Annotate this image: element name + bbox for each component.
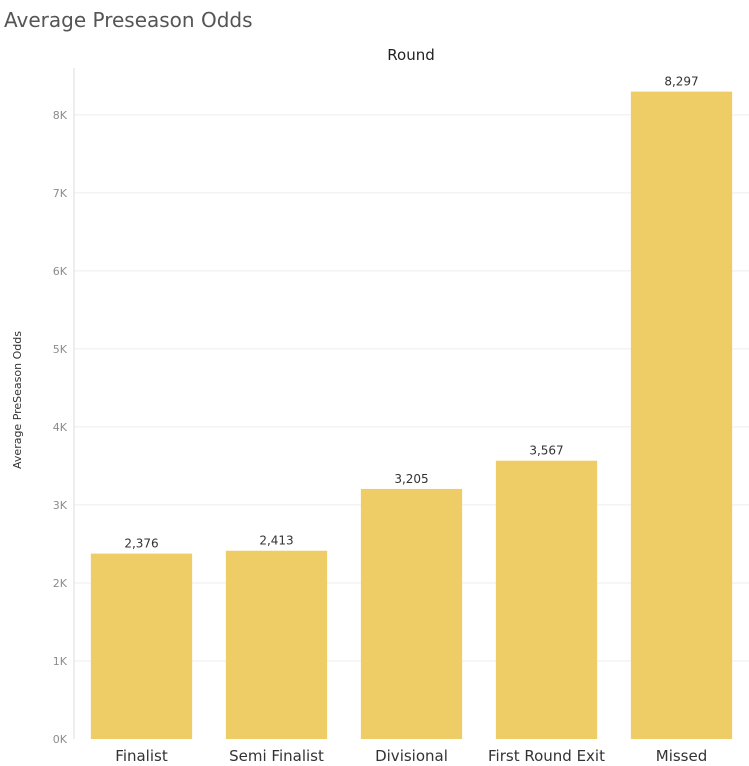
- y-tick-label: 2K: [53, 577, 68, 590]
- y-tick-label: 8K: [53, 109, 68, 122]
- x-tick-label: Finalist: [115, 747, 168, 765]
- bar-value-label: 3,567: [529, 444, 563, 458]
- bar[interactable]: [225, 550, 328, 739]
- data-labels: 2,376 2,413 3,205 3,567 8,297: [124, 75, 698, 551]
- column-header: Round: [387, 46, 434, 64]
- bar-value-label: 2,413: [259, 534, 293, 548]
- x-axis-ticks: Finalist Semi Finalist Divisional First Rou…: [115, 747, 707, 765]
- y-tick-label: 0K: [53, 733, 68, 746]
- x-tick-label: Missed: [656, 747, 708, 765]
- y-tick-label: 3K: [53, 499, 68, 512]
- x-tick-label: First Round Exit: [488, 747, 605, 765]
- bars: [90, 91, 733, 739]
- y-tick-label: 1K: [53, 655, 68, 668]
- bar-value-label: 8,297: [664, 75, 698, 89]
- y-axis-ticks: 0K 1K 2K 3K 4K 5K 6K 7K 8K: [53, 109, 68, 746]
- x-tick-label: Divisional: [375, 747, 448, 765]
- y-tick-label: 4K: [53, 421, 68, 434]
- x-tick-label: Semi Finalist: [229, 747, 324, 765]
- bar[interactable]: [495, 460, 598, 739]
- y-tick-label: 5K: [53, 343, 68, 356]
- bar[interactable]: [630, 91, 733, 739]
- chart-title: Average Preseason Odds: [4, 8, 253, 32]
- bar[interactable]: [360, 488, 463, 739]
- y-tick-label: 6K: [53, 265, 68, 278]
- y-axis-label: Average PreSeason Odds: [11, 331, 24, 469]
- bar-value-label: 2,376: [124, 537, 158, 551]
- y-tick-label: 7K: [53, 187, 68, 200]
- bar[interactable]: [90, 553, 193, 739]
- bar-value-label: 3,205: [394, 472, 428, 486]
